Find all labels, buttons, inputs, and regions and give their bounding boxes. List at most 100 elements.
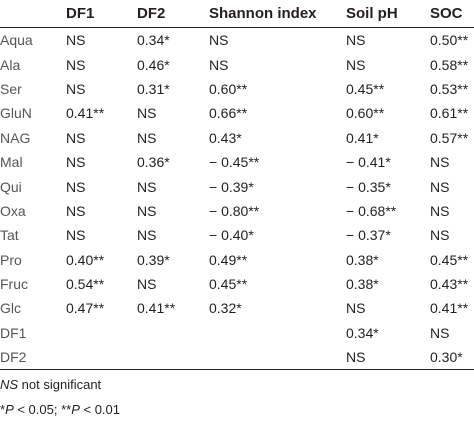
table-cell: NS <box>346 32 366 49</box>
table-row: Fruc 0.54** NS 0.45** 0.38* 0.43** <box>0 272 474 296</box>
footnote-ns: NS not significant <box>0 372 120 397</box>
table-header: DF1 DF2 Shannon index Soil pH SOC <box>0 0 474 28</box>
table-footnotes: NS not significant *P < 0.05; **P < 0.01 <box>0 372 120 422</box>
table-cell: NS <box>137 202 157 219</box>
table-cell: 0.31* <box>137 80 170 97</box>
table-cell: 0.38* <box>346 251 379 268</box>
table-cell: 0.34* <box>137 32 170 49</box>
table-cell: 0.57** <box>430 129 469 146</box>
sig-mid1: < 0.05; ** <box>13 402 72 417</box>
row-label: Ala <box>0 56 21 73</box>
table-row: GluN 0.41** NS 0.66** 0.60** 0.61** <box>0 101 474 125</box>
table-cell: − 0.41* <box>346 154 391 171</box>
row-label: GluN <box>0 105 32 122</box>
sig-mid2: < 0.01 <box>79 402 120 417</box>
table-cell: 0.60** <box>346 105 385 122</box>
table-cell: 0.61** <box>430 105 469 122</box>
table-cell: 0.58** <box>430 56 469 73</box>
row-label: Fruc <box>0 276 28 293</box>
row-label: DF1 <box>0 324 27 341</box>
table-cell: − 0.80** <box>209 202 260 219</box>
table-cell: − 0.39* <box>209 178 254 195</box>
table-row: NAG NS NS 0.43* 0.41* 0.57** <box>0 126 474 150</box>
table-cell: NS <box>209 32 229 49</box>
table-row: Qui NS NS − 0.39* − 0.35* NS <box>0 174 474 198</box>
table-cell: NS <box>66 202 86 219</box>
table-cell: NS <box>346 300 366 317</box>
correlation-table: DF1 DF2 Shannon index Soil pH SOC Aqua NS 0.34… <box>0 0 474 371</box>
table-cell <box>66 321 137 345</box>
table-cell: 0.41* <box>346 129 379 146</box>
table-row: Tat NS NS − 0.40* − 0.37* NS <box>0 223 474 247</box>
table-cell: − 0.40* <box>209 227 254 244</box>
table-cell: − 0.37* <box>346 227 391 244</box>
table-cell: NS <box>209 56 229 73</box>
table-cell <box>209 345 346 371</box>
table-cell: 0.45** <box>430 251 469 268</box>
header-row: DF1 DF2 Shannon index Soil pH SOC <box>0 0 474 28</box>
header-cell-df2: DF2 <box>137 0 209 28</box>
table-cell: NS <box>430 154 450 171</box>
table-cell: 0.36* <box>137 154 170 171</box>
table-cell: 0.54** <box>66 276 105 293</box>
table-cell: NS <box>430 227 450 244</box>
table-row: Oxa NS NS − 0.80** − 0.68** NS <box>0 199 474 223</box>
table-row: Mal NS 0.36* − 0.45** − 0.41* NS <box>0 150 474 174</box>
table-cell: 0.41** <box>430 300 469 317</box>
sig-star: * <box>0 402 6 417</box>
row-label: Ser <box>0 80 22 97</box>
table-cell: 0.39* <box>137 251 170 268</box>
row-label: Glc <box>0 300 21 317</box>
table-cell: 0.38* <box>346 276 379 293</box>
table-cell <box>66 345 137 371</box>
footnote-significance: *P < 0.05; **P < 0.01 <box>0 397 120 422</box>
header-cell-df1: DF1 <box>66 0 137 28</box>
table-cell: 0.46* <box>137 56 170 73</box>
table-cell: NS <box>66 32 86 49</box>
table-cell: 0.60** <box>209 80 248 97</box>
table-cell: 0.30* <box>430 345 474 371</box>
table-row: Glc 0.47** 0.41** 0.32* NS 0.41** <box>0 296 474 320</box>
table-cell: NS <box>66 129 86 146</box>
table-cell <box>209 321 346 345</box>
table-cell: NS <box>137 276 157 293</box>
row-label: Qui <box>0 178 22 195</box>
ns-text: not significant <box>18 377 102 392</box>
table-cell: 0.32* <box>209 300 242 317</box>
header-cell-soil-ph: Soil pH <box>346 0 430 28</box>
header-cell-shannon-index: Shannon index <box>209 0 346 28</box>
table-cell: NS <box>346 56 366 73</box>
table-row: DF1 0.34* NS <box>0 321 474 345</box>
table-cell <box>137 345 209 371</box>
table-cell: NS <box>137 105 157 122</box>
table-cell: NS <box>346 345 430 371</box>
table-row: Ser NS 0.31* 0.60** 0.45** 0.53** <box>0 77 474 101</box>
table-cell: 0.41** <box>137 300 176 317</box>
table-cell: NS <box>66 178 86 195</box>
header-cell-label <box>0 0 66 28</box>
table-cell: 0.43* <box>209 129 242 146</box>
table-cell: 0.47** <box>66 300 105 317</box>
table-row: Aqua NS 0.34* NS NS 0.50** <box>0 28 474 53</box>
table-cell: 0.49** <box>209 251 248 268</box>
table-cell: NS <box>66 80 86 97</box>
table-cell <box>137 321 209 345</box>
table-cell: 0.34* <box>346 324 379 341</box>
table-cell: 0.41** <box>66 105 105 122</box>
table-cell: NS <box>137 129 157 146</box>
table-body: Aqua NS 0.34* NS NS 0.50** Ala NS 0.46* NS NS 0.58*… <box>0 28 474 371</box>
table-cell: NS <box>66 227 86 244</box>
header-cell-soc: SOC <box>430 0 474 28</box>
table-cell: NS <box>137 227 157 244</box>
row-label: Tat <box>0 227 19 244</box>
sig-p1: P <box>5 402 14 417</box>
row-label: NAG <box>0 129 31 146</box>
table-cell: 0.66** <box>209 105 248 122</box>
table-cell: − 0.35* <box>346 178 391 195</box>
row-label: Mal <box>0 154 23 171</box>
row-label: Aqua <box>0 32 33 49</box>
table-cell: 0.45** <box>346 80 385 97</box>
table-cell: − 0.45** <box>209 154 260 171</box>
ns-abbrev: NS <box>0 377 19 392</box>
table-cell: NS <box>430 324 450 341</box>
